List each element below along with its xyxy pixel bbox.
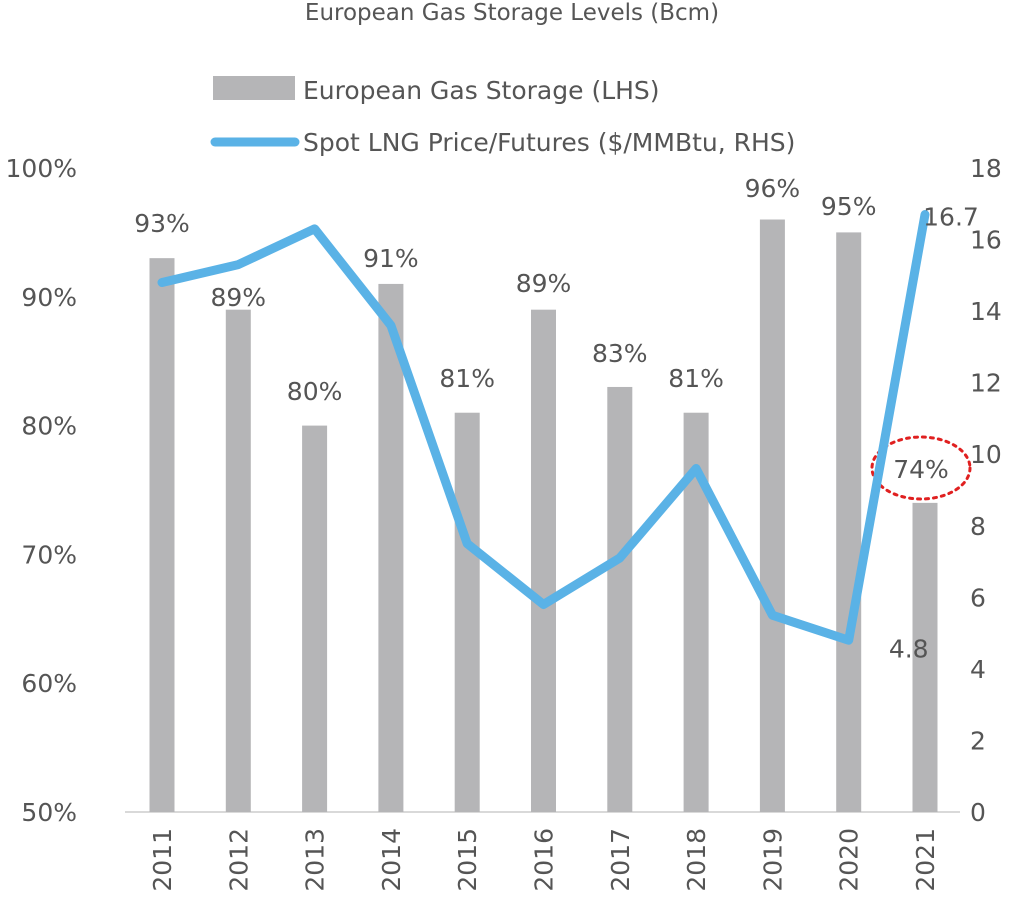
y-right-tick: 18 <box>970 154 1002 183</box>
bar-2020 <box>836 232 862 812</box>
x-tick-2013: 2013 <box>301 828 330 892</box>
y-right-tick: 16 <box>970 226 1002 255</box>
x-tick-2017: 2017 <box>606 828 635 892</box>
bar-2012 <box>225 309 251 812</box>
bar-labels: 93% 89% 80% 91% 81% 89% 83% 81% 96% 95% 74% <box>134 174 972 501</box>
x-tick-2016: 2016 <box>530 828 559 892</box>
x-tick-2014: 2014 <box>377 828 406 892</box>
bar-2019 <box>759 219 785 812</box>
y-right-tick: 12 <box>970 369 1002 398</box>
line-labels: 4.8 16.7 <box>889 203 979 664</box>
x-tick-2020: 2020 <box>835 828 864 892</box>
bar-label-2017: 83% <box>592 339 648 368</box>
y-left-tick: 50% <box>21 798 77 827</box>
bar-2014 <box>378 283 404 812</box>
x-tick-2019: 2019 <box>758 828 787 892</box>
price-label-2020: 4.8 <box>889 634 929 663</box>
bar-2017 <box>607 386 633 812</box>
y-right-tick: 8 <box>970 512 986 541</box>
highlight-ellipse <box>870 435 972 501</box>
legend-label-storage: European Gas Storage (LHS) <box>303 76 660 105</box>
legend: European Gas Storage (LHS) Spot LNG Price… <box>210 76 795 157</box>
bar-label-2020: 95% <box>821 192 877 221</box>
y-left-tick: 100% <box>6 154 77 183</box>
price-label-2021: 16.7 <box>923 203 979 232</box>
y-left-tick: 60% <box>21 669 77 698</box>
bar-2021 <box>912 502 938 812</box>
y-left-tick: 90% <box>21 283 77 312</box>
y-right-tick: 6 <box>970 583 986 612</box>
bar-label-2011: 93% <box>134 209 190 238</box>
y-right-tick: 0 <box>970 798 986 827</box>
bar-label-2014: 91% <box>363 244 419 273</box>
x-tick-2021: 2021 <box>911 828 940 892</box>
x-tick-2011: 2011 <box>148 828 177 892</box>
bar-2015 <box>454 412 480 812</box>
axes: 50% 60% 70% 80% 90% 100% 0 2 4 6 8 10 12 14 16 18 <box>6 154 1002 827</box>
bars <box>149 219 938 812</box>
x-tick-2012: 2012 <box>224 828 253 892</box>
legend-swatch-storage <box>213 76 295 100</box>
x-axis-ticks: 2011 2012 2013 2014 2015 2016 2017 2018 2019 2020… <box>148 828 940 892</box>
x-tick-2018: 2018 <box>682 828 711 892</box>
y-right-tick: 10 <box>970 440 1002 469</box>
bar-2011 <box>149 258 175 812</box>
bar-label-2019: 96% <box>745 174 801 203</box>
bar-label-2013: 80% <box>287 377 343 406</box>
y-right-tick: 4 <box>970 655 986 684</box>
bar-label-2016: 89% <box>516 269 572 298</box>
bar-label-2015: 81% <box>439 364 495 393</box>
bar-label-2012: 89% <box>211 283 267 312</box>
y-left-tick: 80% <box>21 412 77 441</box>
x-tick-2015: 2015 <box>453 828 482 892</box>
bar-2013 <box>302 425 328 812</box>
y-left-tick: 70% <box>21 540 77 569</box>
bar-label-2018: 81% <box>668 364 724 393</box>
chart-title: European Gas Storage Levels (Bcm) <box>304 0 720 26</box>
legend-label-price: Spot LNG Price/Futures ($/MMBtu, RHS) <box>303 128 795 157</box>
y-right-tick: 2 <box>970 726 986 755</box>
price-line <box>157 210 930 645</box>
bar-2016 <box>531 309 556 812</box>
y-right-tick: 14 <box>970 297 1002 326</box>
bar-label-2021: 74% <box>893 455 949 484</box>
